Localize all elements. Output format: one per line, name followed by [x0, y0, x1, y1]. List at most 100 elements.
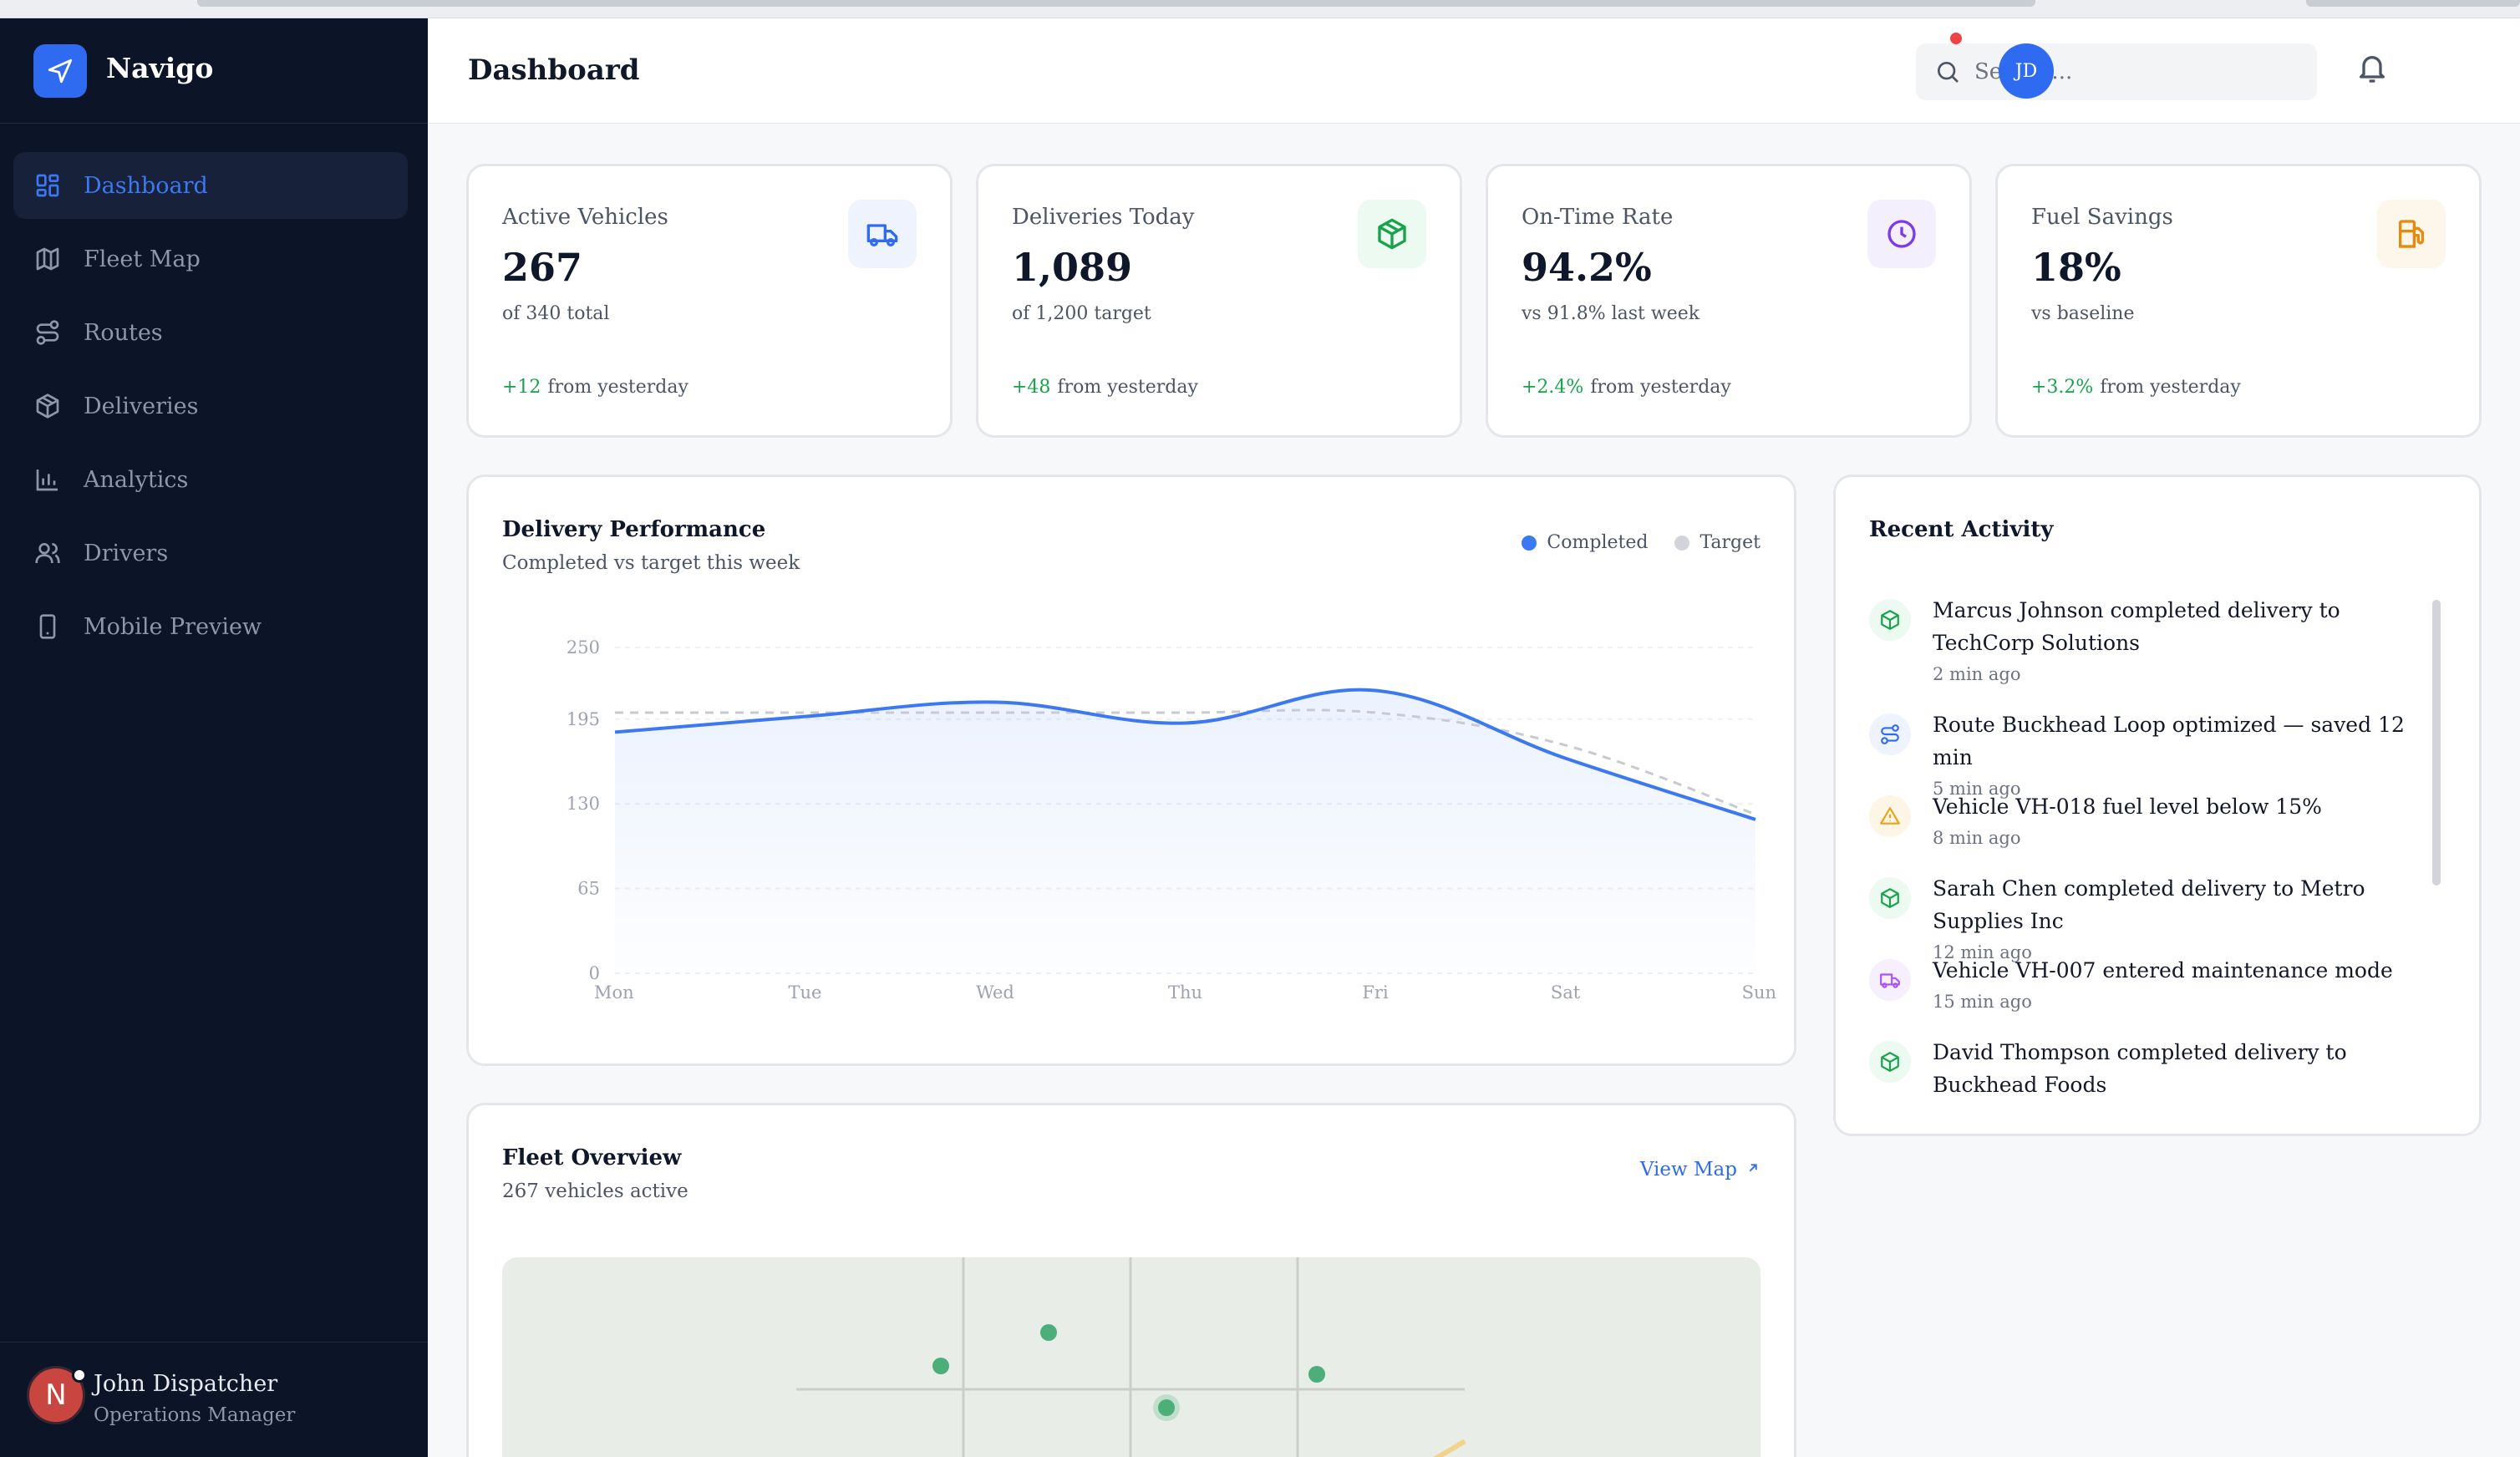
delta-suffix: from yesterday — [1057, 377, 1198, 398]
sidebar-item-fleet-map[interactable]: Fleet Map — [13, 226, 408, 292]
view-map-link[interactable]: View Map — [1640, 1159, 1760, 1180]
activity-text: Sarah Chen completed delivery to Metro S… — [1933, 872, 2442, 967]
stat-card-deliveries-today[interactable]: Deliveries Today 1,089 of 1,200 target +… — [976, 164, 1462, 438]
stat-card-on-time-rate[interactable]: On-Time Rate 94.2% vs 91.8% last week +2… — [1486, 164, 1972, 438]
activity-message: Vehicle VH-007 entered maintenance mode — [1933, 958, 2393, 982]
sidebar-item-routes[interactable]: Routes — [13, 299, 408, 366]
stat-value: 94.2% — [1522, 245, 1652, 290]
activity-message: David Thompson completed delivery to Buc… — [1933, 1040, 2347, 1097]
vehicle-marker — [932, 1358, 949, 1374]
sidebar: Navigo Dashboard Fleet Map Routes Delive… — [0, 18, 428, 1457]
list-item[interactable]: David Thompson completed delivery to Buc… — [1869, 1036, 2454, 1118]
chart-legend: Completed Target — [1522, 532, 1760, 553]
x-tick-label: Tue — [789, 982, 822, 1003]
bell-icon[interactable] — [2355, 52, 2392, 89]
search-box[interactable] — [1916, 43, 2317, 100]
card-title: Recent Activity — [1869, 517, 2054, 542]
sidebar-item-analytics[interactable]: Analytics — [13, 446, 408, 513]
page-title: Dashboard — [468, 53, 640, 87]
delta-value: +3.2% — [2031, 377, 2094, 398]
y-tick-label: 130 — [566, 794, 600, 814]
stat-sub: of 340 total — [502, 303, 610, 324]
list-item[interactable]: Marcus Johnson completed delivery to Tec… — [1869, 594, 2454, 708]
y-tick-label: 250 — [566, 637, 600, 657]
x-tick-label: Thu — [1168, 982, 1202, 1003]
sidebar-item-mobile-preview[interactable]: Mobile Preview — [13, 593, 408, 660]
delta-suffix: from yesterday — [2100, 377, 2241, 398]
sidebar-item-label: Fleet Map — [84, 246, 201, 272]
user-panel[interactable]: N John Dispatcher Operations Manager — [0, 1342, 428, 1457]
package-icon — [1869, 1041, 1911, 1083]
vehicle-marker — [1308, 1366, 1325, 1383]
list-item[interactable]: Route Buckhead Loop optimized — saved 12… — [1869, 708, 2454, 799]
sidebar-item-label: Analytics — [84, 466, 189, 493]
sidebar-item-dashboard[interactable]: Dashboard — [13, 152, 408, 219]
delivery-performance-card: Delivery Performance Completed vs target… — [466, 475, 1796, 1066]
package-icon — [1869, 599, 1911, 641]
truck-icon — [1869, 959, 1911, 1001]
legend-completed[interactable]: Completed — [1522, 532, 1648, 553]
browser-tab-bar — [197, 0, 2035, 7]
sidebar-item-drivers[interactable]: Drivers — [13, 520, 408, 586]
clock-icon — [1867, 200, 1936, 268]
legend-label: Target — [1699, 532, 1760, 553]
list-item[interactable]: Vehicle VH-007 entered maintenance mode … — [1869, 954, 2454, 1036]
stat-delta: +48 from yesterday — [1012, 377, 1198, 398]
brand: Navigo — [0, 18, 428, 124]
legend-target[interactable]: Target — [1674, 532, 1760, 553]
map-icon — [33, 245, 62, 273]
activity-message: Sarah Chen completed delivery to Metro S… — [1933, 876, 2365, 933]
card-title: Fleet Overview — [502, 1145, 682, 1170]
user-name: John Dispatcher — [94, 1371, 278, 1397]
delta-value: +48 — [1012, 377, 1051, 398]
external-arrow-icon — [1745, 1159, 1760, 1180]
stat-value: 18% — [2031, 245, 2121, 290]
sidebar-item-label: Deliveries — [84, 393, 199, 419]
route-icon — [1869, 713, 1911, 755]
stat-delta: +12 from yesterday — [502, 377, 688, 398]
app-name[interactable]: Navigo — [106, 52, 214, 84]
card-title: Delivery Performance — [502, 517, 766, 542]
target-series-line — [614, 708, 1756, 816]
avatar[interactable]: JD — [1999, 43, 2054, 99]
notification-dot — [1950, 33, 1962, 44]
activity-message: Vehicle VH-018 fuel level below 15% — [1933, 794, 2322, 819]
list-item[interactable]: Vehicle VH-018 fuel level below 15% 8 mi… — [1869, 790, 2454, 872]
stat-value: 267 — [502, 245, 583, 290]
browser-tab-bar — [2306, 0, 2520, 7]
stat-sub: of 1,200 target — [1012, 303, 1151, 324]
fleet-map[interactable] — [502, 1257, 1760, 1457]
sidebar-item-label: Dashboard — [84, 172, 208, 199]
activity-scrollbar[interactable] — [2432, 600, 2441, 886]
sidebar-nav: Dashboard Fleet Map Routes Deliveries An… — [13, 152, 408, 667]
truck-icon — [848, 200, 917, 268]
card-subtitle: Completed vs target this week — [502, 552, 800, 574]
package-icon — [1358, 200, 1426, 268]
fleet-map-graphic — [796, 1257, 1466, 1457]
sidebar-item-deliveries[interactable]: Deliveries — [13, 373, 408, 439]
avatar[interactable]: N — [27, 1366, 85, 1424]
activity-text: Route Buckhead Loop optimized — saved 12… — [1933, 708, 2442, 804]
sidebar-item-label: Routes — [84, 319, 163, 346]
bar-chart-icon — [33, 465, 62, 494]
stat-sub: vs baseline — [2031, 303, 2135, 324]
package-icon — [33, 392, 62, 420]
route-icon — [33, 318, 62, 347]
navigation-arrow-icon[interactable] — [33, 44, 87, 98]
delta-value: +2.4% — [1522, 377, 1584, 398]
user-role: Operations Manager — [94, 1404, 296, 1426]
activity-text: Marcus Johnson completed delivery to Tec… — [1933, 594, 2442, 689]
delivery-performance-chart: 0 65 130 195 250 Mon Tue Wed Thu Fri Sat Sun — [566, 637, 1776, 1003]
warning-icon — [1869, 795, 1911, 837]
browser-top-strip — [0, 0, 2520, 18]
activity-message: Route Buckhead Loop optimized — saved 12… — [1933, 713, 2405, 769]
y-tick-label: 0 — [589, 963, 600, 983]
stat-card-fuel-savings[interactable]: Fuel Savings 18% vs baseline +3.2% from y… — [1995, 164, 2482, 438]
list-item[interactable]: Sarah Chen completed delivery to Metro S… — [1869, 872, 2454, 962]
sidebar-item-label: Mobile Preview — [84, 613, 262, 640]
stat-card-active-vehicles[interactable]: Active Vehicles 267 of 340 total +12 from… — [466, 164, 953, 438]
online-status-dot — [72, 1368, 87, 1383]
stat-delta: +3.2% from yesterday — [2031, 377, 2241, 398]
completed-area — [615, 689, 1755, 973]
vehicle-marker — [1040, 1324, 1057, 1341]
